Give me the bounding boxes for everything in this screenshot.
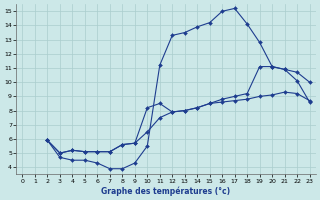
X-axis label: Graphe des températures (°c): Graphe des températures (°c) — [101, 186, 231, 196]
